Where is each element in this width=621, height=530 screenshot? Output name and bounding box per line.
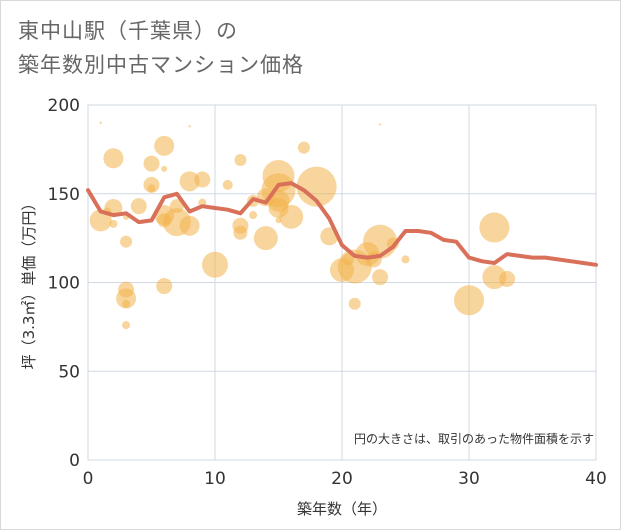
data-bubble (233, 225, 248, 240)
data-bubble (109, 219, 118, 228)
data-bubble (120, 235, 133, 248)
trend-line (86, 181, 598, 267)
y-axis-label: 坪（3.3㎡）単価（万円） (20, 196, 38, 370)
x-tick-label: 0 (83, 469, 94, 489)
y-tick-label: 50 (58, 362, 80, 382)
data-bubble (234, 154, 247, 167)
y-tick-label: 150 (48, 185, 80, 205)
x-tick-label: 30 (458, 469, 480, 489)
y-tick-label: 0 (69, 451, 80, 471)
data-bubble (143, 155, 160, 172)
data-bubble (279, 204, 304, 229)
data-bubble (479, 212, 510, 243)
title-line-2: 築年数別中古マンション価格 (18, 53, 304, 77)
data-bubble (372, 269, 389, 286)
y-tick-labels: 0 50 100 150 200 (48, 96, 80, 471)
data-bubble (122, 299, 131, 308)
data-bubble (147, 184, 156, 193)
data-bubble (154, 135, 175, 156)
data-bubble (249, 211, 258, 220)
chart-title: 東中山駅（千葉県）の 築年数別中古マンション価格 (18, 14, 304, 82)
bubble-size-note: 円の大きさは、取引のあった物件面積を示す (354, 431, 594, 446)
data-bubble (202, 251, 228, 278)
y-tick-label: 200 (48, 96, 80, 116)
data-bubble (194, 171, 211, 188)
data-bubble (156, 278, 173, 295)
data-bubble (99, 121, 102, 124)
data-bubble (253, 226, 278, 251)
bubble-layer (89, 121, 516, 330)
x-tick-label: 20 (331, 469, 353, 489)
data-bubble (130, 198, 147, 215)
data-bubble (348, 297, 361, 310)
data-bubble (122, 321, 131, 330)
data-bubble (401, 255, 410, 264)
x-tick-label: 40 (585, 469, 607, 489)
data-bubble (454, 285, 484, 316)
x-tick-labels: 0 10 20 30 40 (83, 469, 607, 489)
data-bubble (296, 166, 337, 207)
data-bubble (222, 179, 233, 190)
data-bubble (179, 215, 200, 236)
data-bubble (297, 141, 310, 154)
data-bubble (499, 270, 516, 287)
data-bubble (179, 171, 200, 192)
plot-border (87, 104, 597, 461)
data-bubble (188, 125, 191, 128)
x-axis-label: 築年数（年） (297, 500, 387, 518)
title-line-1: 東中山駅（千葉県）の (18, 19, 238, 43)
y-tick-label: 100 (48, 274, 80, 294)
data-bubble (161, 165, 168, 172)
x-tick-label: 10 (204, 469, 226, 489)
data-bubble (116, 288, 137, 309)
data-bubble (103, 148, 124, 169)
data-bubble (378, 123, 382, 126)
